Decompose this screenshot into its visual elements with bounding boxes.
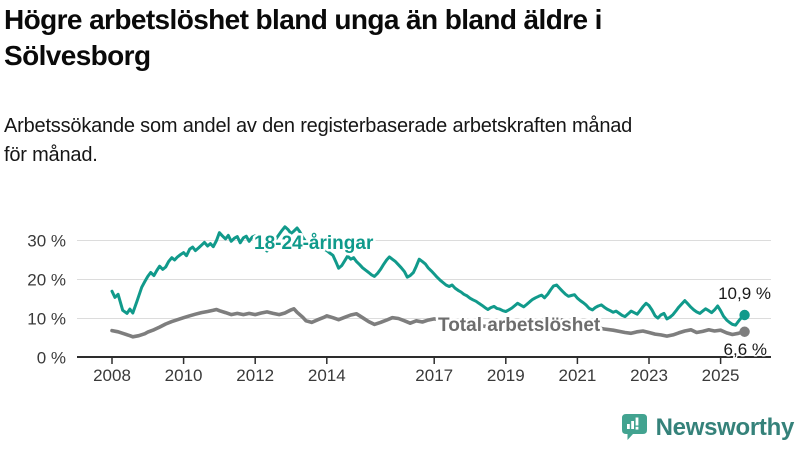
bar-1: [626, 424, 630, 429]
x-tick-label: 2021: [558, 366, 596, 385]
end-value-label-total: 6,6 %: [724, 340, 767, 359]
x-tick-label: 2019: [487, 366, 525, 385]
newsworthy-logo-icon: [621, 414, 647, 440]
y-tick-label: 0 %: [37, 349, 66, 368]
x-tick-label: 2008: [93, 366, 131, 385]
bar-2: [630, 421, 634, 429]
series-end-dot-1: [739, 326, 750, 337]
speech-bubble-shape: [621, 414, 647, 440]
series-line-0: [110, 225, 747, 327]
title-line-1: Högre arbetslöshet bland unga än bland ä…: [4, 4, 602, 35]
y-tick-label: 30 %: [27, 232, 66, 251]
newsworthy-wordmark: Newsworthy: [655, 414, 795, 441]
exclamation-dot: [635, 426, 639, 430]
newsworthy-logo[interactable]: Newsworthy: [621, 413, 794, 443]
chart-subtitle: Arbetssökande som andel av den registerb…: [4, 112, 794, 170]
page-title: Högre arbetslöshet bland unga än bland ä…: [4, 2, 774, 74]
series-end-dot-0: [739, 309, 750, 321]
series-label-youth: 18-24-åringar: [254, 233, 374, 254]
y-tick-label: 10 %: [27, 310, 66, 329]
subtitle-line-1: Arbetssökande som andel av den registerb…: [4, 115, 633, 137]
subtitle-line-2: för månad.: [4, 144, 98, 166]
x-tick-label: 2012: [236, 366, 274, 385]
x-tick-label: 2023: [630, 366, 668, 385]
series-line-1: [110, 306, 747, 339]
end-value-label-youth: 10,9 %: [718, 284, 771, 303]
x-tick-label: 2025: [702, 366, 740, 385]
x-tick-label: 2014: [308, 366, 346, 385]
chart-generated-layer: 0 % 10 % 20 % 30 % 2008 2010 2012 2014 2017 2019 2…: [27, 225, 771, 385]
title-line-2: Sölvesborg: [4, 40, 151, 71]
series-label-total: Total arbetslöshet: [438, 315, 601, 336]
x-tick-label: 2017: [415, 366, 453, 385]
exclamation-bar: [635, 417, 639, 426]
y-tick-label: 20 %: [27, 271, 66, 290]
x-tick-label: 2010: [165, 366, 203, 385]
